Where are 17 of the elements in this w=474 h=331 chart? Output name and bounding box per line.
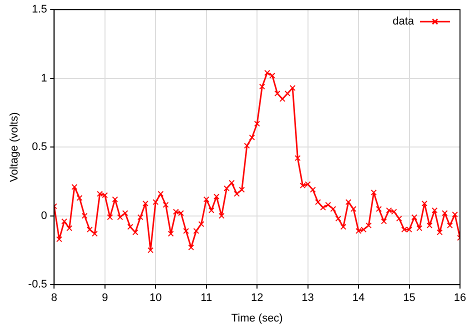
x-tick-label: 16 bbox=[454, 292, 466, 304]
x-tick-label: 14 bbox=[352, 292, 365, 304]
legend-label: data bbox=[392, 16, 415, 28]
x-tick-label: 13 bbox=[302, 292, 314, 304]
x-tick-label: 9 bbox=[102, 292, 108, 304]
x-tick-label: 12 bbox=[250, 292, 264, 304]
y-tick-label: 0.5 bbox=[32, 141, 48, 154]
y-tick-label: 0 bbox=[41, 210, 48, 222]
y-tick-label: 1 bbox=[41, 72, 48, 84]
x-axis-title: Time (sec) bbox=[231, 312, 283, 324]
y-axis-title: Voltage (volts) bbox=[8, 112, 21, 182]
y-tick-label: 1.5 bbox=[32, 4, 48, 16]
x-tick-label: 10 bbox=[149, 292, 162, 304]
x-tick-label: 15 bbox=[403, 292, 416, 304]
x-tick-label: 11 bbox=[200, 292, 212, 304]
y-tick-label: -0.5 bbox=[28, 278, 48, 291]
x-tick-label: 8 bbox=[51, 292, 58, 304]
